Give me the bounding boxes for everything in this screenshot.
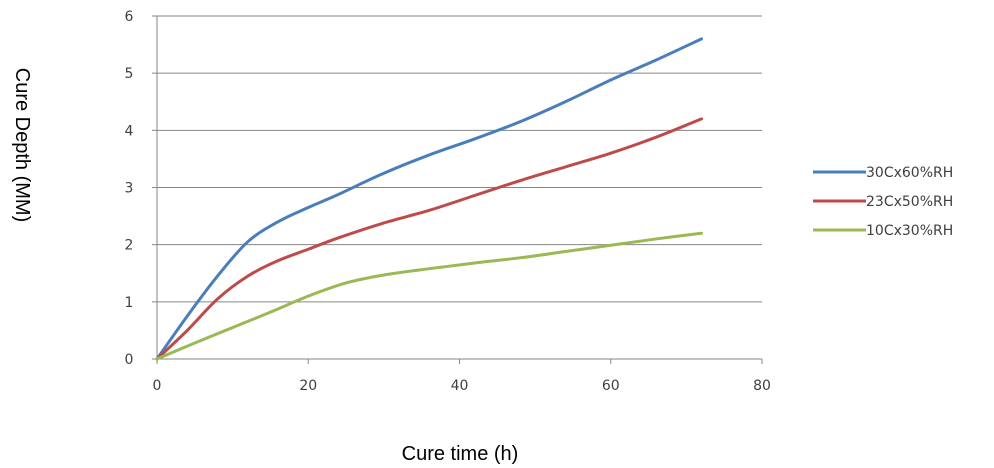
y-tick-label: 0 [125,352,134,368]
x-tick-label: 80 [753,378,771,394]
x-tick-label: 20 [299,378,317,394]
legend-label-2: 23Cx50%RH [866,194,953,210]
x-tick-label: 40 [451,378,469,394]
y-tick-label: 1 [125,295,134,311]
y-tick-label: 6 [125,9,134,25]
legend-label-1: 30Cx60%RH [866,165,953,181]
x-axis-title: Cure time (h) [402,443,519,465]
series-line-3 [155,231,703,361]
y-tick-label: 5 [125,66,134,82]
x-tick-label: 0 [153,378,162,394]
legend-label-3: 10Cx30%RH [866,223,953,239]
gridlines [157,15,762,303]
axes [152,15,763,364]
y-tick-label: 2 [125,238,134,254]
x-tick-label: 60 [602,378,620,394]
y-tick-label: 4 [125,123,134,139]
y-tick-label: 3 [125,181,134,197]
series-line-1 [155,37,703,361]
series-line-2 [155,117,703,361]
legend: 30Cx60%RH 23Cx50%RH 10Cx30%RH [813,165,953,239]
series-lines [155,37,703,361]
y-axis-title: Cure Depth (MM) [11,68,33,222]
